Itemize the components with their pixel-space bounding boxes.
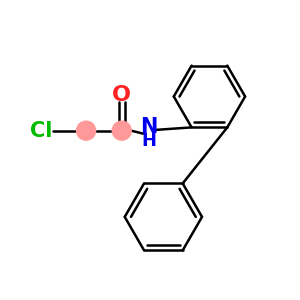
- Circle shape: [112, 121, 131, 140]
- Text: Cl: Cl: [30, 121, 53, 141]
- Text: H: H: [141, 132, 156, 150]
- Circle shape: [76, 121, 96, 140]
- Text: N: N: [140, 117, 157, 137]
- Text: O: O: [112, 85, 131, 105]
